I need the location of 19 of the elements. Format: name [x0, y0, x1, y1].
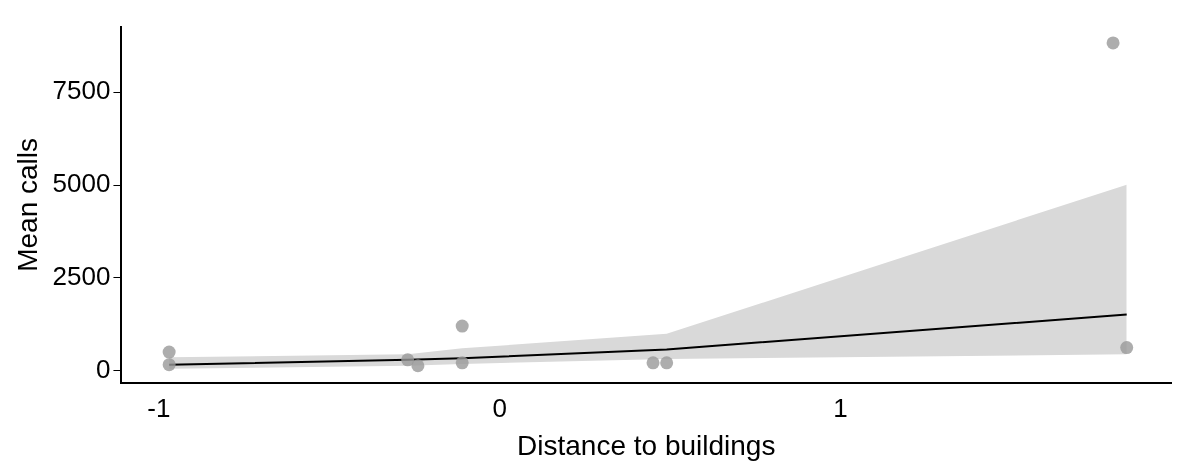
point: [1106, 36, 1120, 50]
x-axis-title: Distance to buildings: [517, 429, 776, 461]
point: [660, 356, 674, 370]
point: [411, 359, 425, 373]
y-axis-title: Mean calls: [11, 137, 43, 272]
point: [162, 345, 176, 359]
x-tick-label: 1: [833, 392, 848, 423]
point: [401, 353, 415, 367]
x-tick-label: 0: [492, 392, 507, 423]
y-tick-label: 7500: [52, 75, 111, 106]
point: [455, 319, 469, 333]
point: [1120, 341, 1134, 355]
point: [455, 356, 469, 370]
y-tick-label: 0: [95, 353, 111, 384]
x-tick-label: -1: [147, 392, 171, 423]
point: [646, 356, 660, 370]
y-tick-label: 2500: [52, 260, 111, 291]
y-tick-label: 5000: [52, 168, 111, 199]
point: [162, 358, 176, 372]
